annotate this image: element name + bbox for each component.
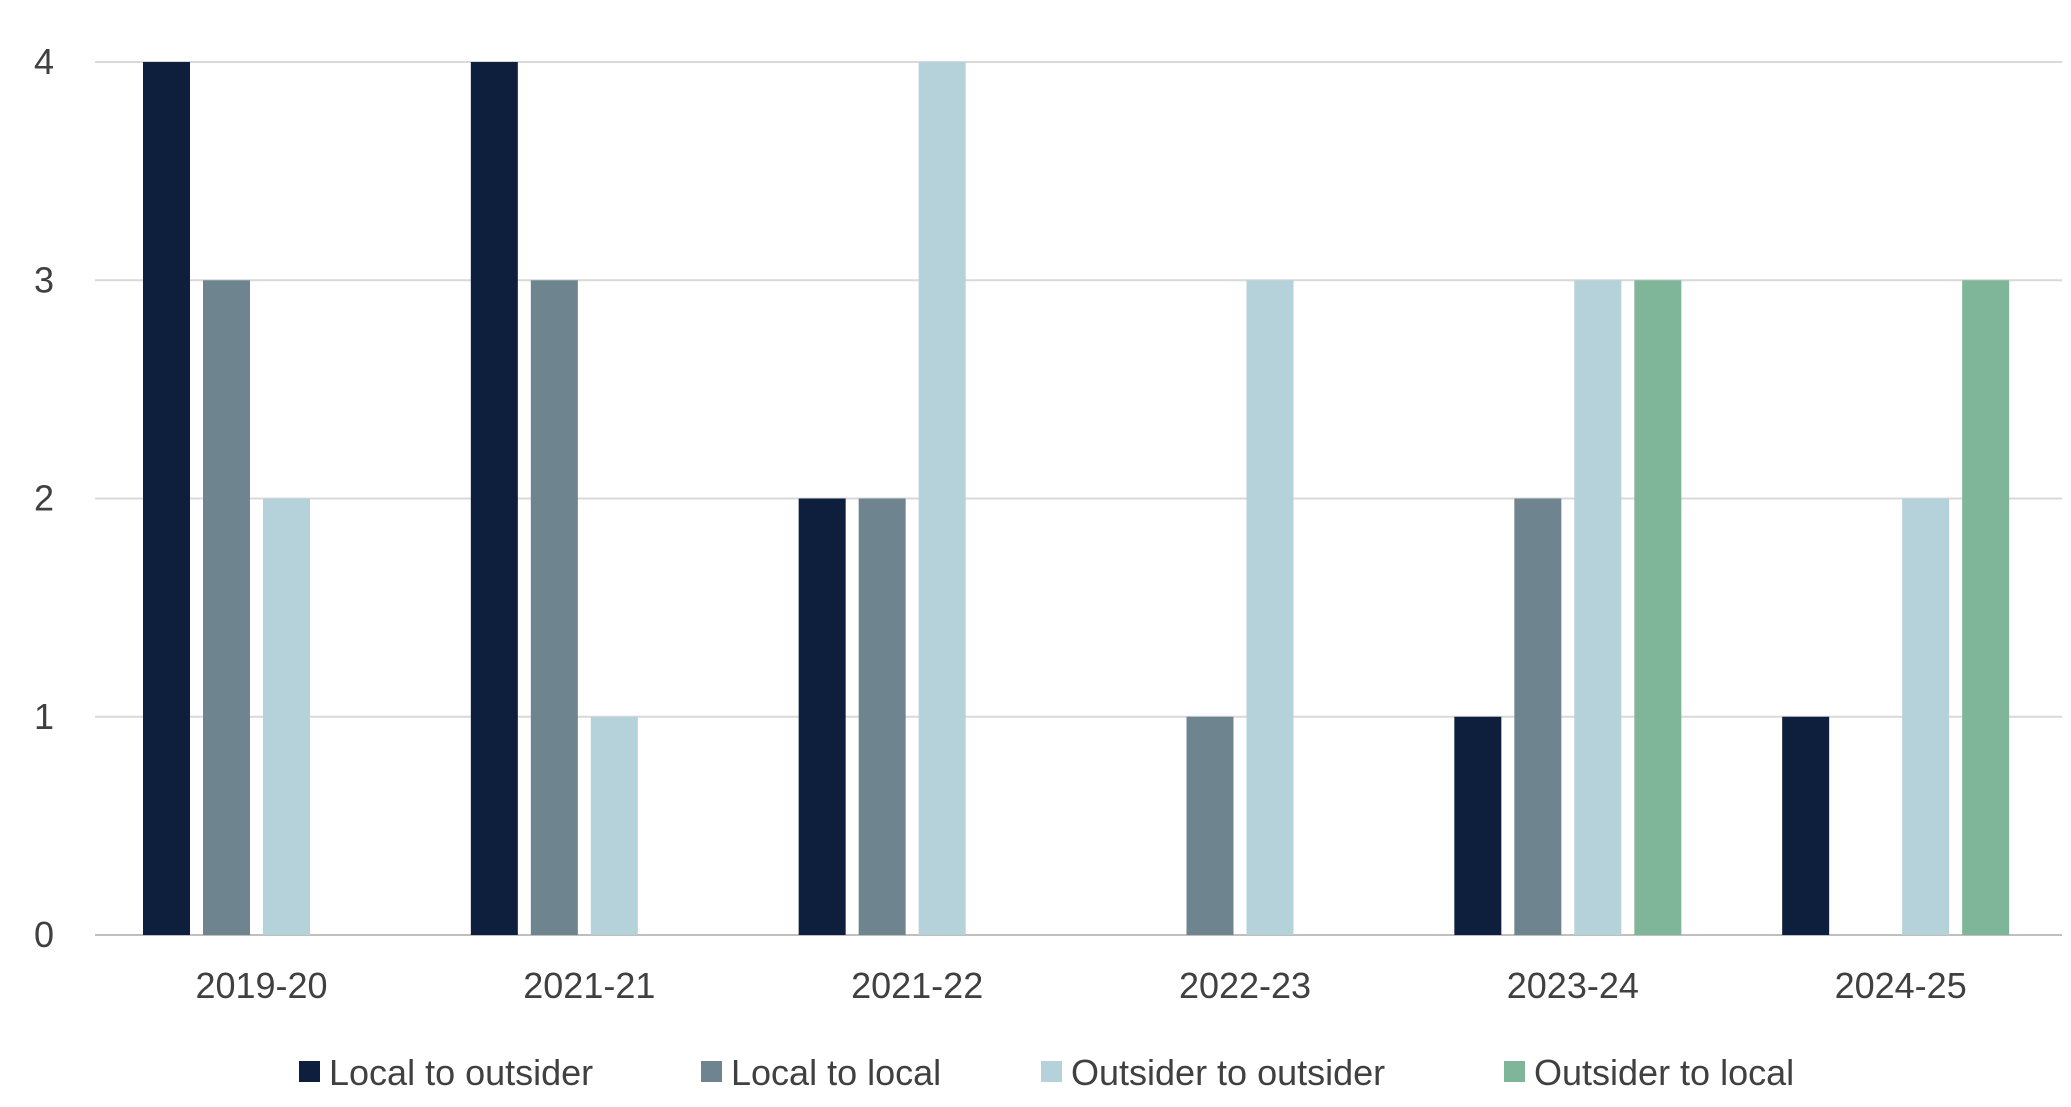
legend-swatch — [1504, 1061, 1525, 1082]
x-category-label: 2022-23 — [1179, 965, 1311, 1006]
bar — [858, 498, 906, 935]
x-category-label: 2021-22 — [851, 965, 983, 1006]
y-tick-label: 3 — [34, 259, 54, 300]
x-category-label: 2023-24 — [1507, 965, 1639, 1006]
y-axis-ticks: 0 1 2 3 4 — [34, 41, 54, 955]
legend-label: Outsider to outsider — [1071, 1052, 1385, 1093]
bar — [1186, 716, 1234, 935]
legend-label: Local to local — [731, 1052, 941, 1093]
x-category-label: 2024-25 — [1835, 965, 1967, 1006]
bar — [143, 62, 190, 935]
y-tick-label: 1 — [34, 696, 54, 737]
bar — [470, 62, 518, 935]
y-tick-label: 4 — [34, 41, 54, 82]
bar — [798, 498, 846, 935]
bar — [263, 498, 310, 935]
legend-swatch — [1041, 1061, 1062, 1082]
legend: Local to outsider Local to local Outsider … — [299, 1052, 1794, 1093]
bars — [143, 62, 2010, 935]
bar — [918, 62, 966, 935]
bar — [1454, 716, 1502, 935]
bar — [203, 280, 250, 935]
bar — [1962, 280, 2010, 935]
legend-swatch — [701, 1061, 722, 1082]
y-tick-label: 2 — [34, 478, 54, 519]
x-axis-categories: 2019-20 2021-21 2021-22 2022-23 2023-24 2024-… — [195, 965, 1966, 1006]
bar — [1634, 280, 1682, 935]
x-category-label: 2019-20 — [195, 965, 327, 1006]
y-tick-label: 0 — [34, 914, 54, 955]
bar — [1574, 280, 1622, 935]
bar — [590, 716, 638, 935]
bar — [1902, 498, 1950, 935]
legend-label: Outsider to local — [1534, 1052, 1794, 1093]
legend-label: Local to outsider — [329, 1052, 593, 1093]
bar — [1782, 716, 1830, 935]
legend-swatch — [299, 1061, 320, 1082]
x-category-label: 2021-21 — [523, 965, 655, 1006]
bar — [1514, 498, 1562, 935]
bar — [530, 280, 578, 935]
gridlines — [95, 61, 2062, 936]
bar — [1246, 280, 1294, 935]
